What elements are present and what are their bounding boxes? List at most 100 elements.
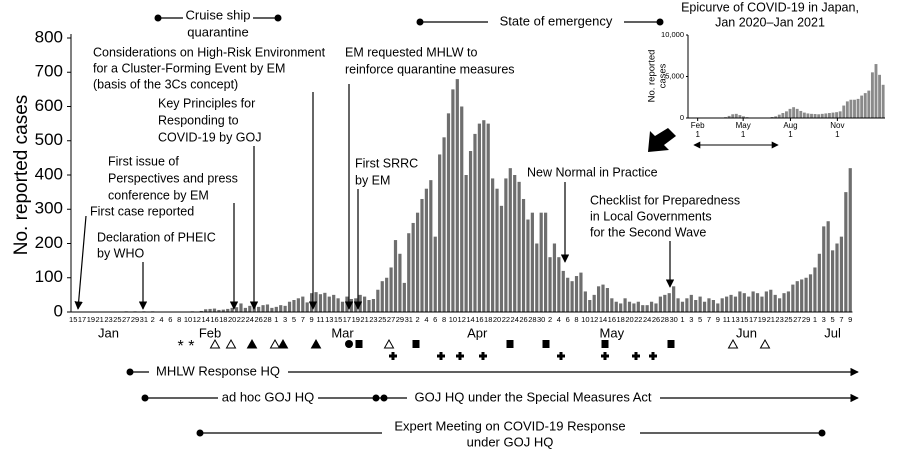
event-cross <box>437 352 445 360</box>
bar <box>398 253 402 312</box>
bar <box>362 296 367 312</box>
x-tick-label: 16 <box>210 315 218 324</box>
bar <box>265 304 270 312</box>
bar <box>702 301 707 312</box>
bar <box>773 294 777 312</box>
bar <box>460 106 464 312</box>
inset-bar <box>731 114 735 118</box>
annotation-text: First case reported <box>90 204 194 218</box>
x-tick-label: 19 <box>87 315 95 324</box>
bar <box>830 250 835 312</box>
bar <box>645 305 649 312</box>
bar <box>707 298 711 312</box>
event-cross <box>456 352 464 360</box>
bar <box>795 281 799 312</box>
bar <box>221 309 225 312</box>
x-tick-label: 13 <box>731 315 739 324</box>
x-tick-label: 21 <box>360 315 368 324</box>
bar <box>530 212 534 312</box>
month-label: Feb <box>199 325 221 340</box>
inset-bar <box>820 113 824 118</box>
x-tick-label: 14 <box>466 315 474 324</box>
event-cross <box>601 352 609 360</box>
bar <box>619 303 623 312</box>
x-tick-label: 19 <box>352 315 360 324</box>
event-triangle <box>269 338 281 349</box>
bar <box>685 298 689 312</box>
bar <box>248 305 252 312</box>
inset-bar <box>827 113 831 118</box>
x-tick-label: 24 <box>246 315 254 324</box>
bar <box>389 267 393 312</box>
bar <box>725 296 729 312</box>
inset-bar <box>831 112 835 118</box>
bar <box>583 291 587 312</box>
event-triangle <box>225 338 237 349</box>
bar <box>764 291 768 312</box>
x-tick-label: 10 <box>449 315 457 324</box>
inset-bar <box>792 107 796 118</box>
x-tick-label: 3 <box>689 315 693 324</box>
bar <box>345 296 349 312</box>
x-tick-label: 17 <box>78 315 86 324</box>
bar <box>636 301 640 312</box>
x-tick-label: 27 <box>122 315 130 324</box>
bar <box>504 178 508 312</box>
bar <box>676 298 680 312</box>
bar <box>848 168 852 312</box>
bar <box>804 277 808 312</box>
inset-bar <box>860 95 864 118</box>
x-tick-label: 9 <box>716 315 720 324</box>
bar <box>204 309 208 312</box>
bar <box>367 300 371 312</box>
x-tick-label: 2 <box>548 315 552 324</box>
x-tick-label: 14 <box>201 315 209 324</box>
bar <box>301 296 305 312</box>
x-tick-label: 15 <box>740 315 748 324</box>
inset-bar <box>810 113 813 118</box>
bar <box>451 89 455 312</box>
inset-bar <box>785 111 788 118</box>
period-dot <box>380 394 388 402</box>
x-tick-label: 6 <box>566 315 570 324</box>
month-label: Jul <box>824 325 841 340</box>
event-square <box>667 340 675 348</box>
bar <box>698 296 702 312</box>
bar <box>429 180 433 312</box>
bar <box>468 151 473 312</box>
bar <box>521 198 526 312</box>
event-square <box>542 340 550 348</box>
x-tick-label: 23 <box>104 315 112 324</box>
bar <box>835 243 839 312</box>
bar <box>354 298 358 312</box>
bar <box>544 212 548 312</box>
bar <box>314 292 318 312</box>
month-label: Jan <box>98 325 119 340</box>
x-tick-label: 17 <box>343 315 351 324</box>
event-triangle <box>310 338 322 349</box>
bar <box>579 272 583 312</box>
bar <box>649 301 654 312</box>
inset-bar <box>853 99 856 118</box>
x-tick-label: 1 <box>274 315 278 324</box>
bar <box>738 291 742 312</box>
annotation-text: New Normal in Practice <box>527 165 658 179</box>
event-triangle <box>759 338 771 349</box>
annotation-text: in Local Governments <box>590 209 712 223</box>
inset-bar <box>874 64 878 118</box>
x-tick-label: 24 <box>643 315 651 324</box>
bar <box>539 212 543 312</box>
bar <box>243 307 247 312</box>
bar <box>605 288 610 312</box>
bar <box>261 305 265 312</box>
x-tick-label: 29 <box>131 315 139 324</box>
bar <box>751 291 755 312</box>
bar <box>415 212 420 312</box>
inset-x-tick-label: Nov 1 <box>830 121 844 139</box>
bar <box>318 294 323 312</box>
bar <box>822 226 826 312</box>
event-triangle <box>727 338 739 349</box>
annotation-text: (basis of the 3Cs concept) <box>93 77 238 91</box>
x-tick-label: 18 <box>219 315 227 324</box>
